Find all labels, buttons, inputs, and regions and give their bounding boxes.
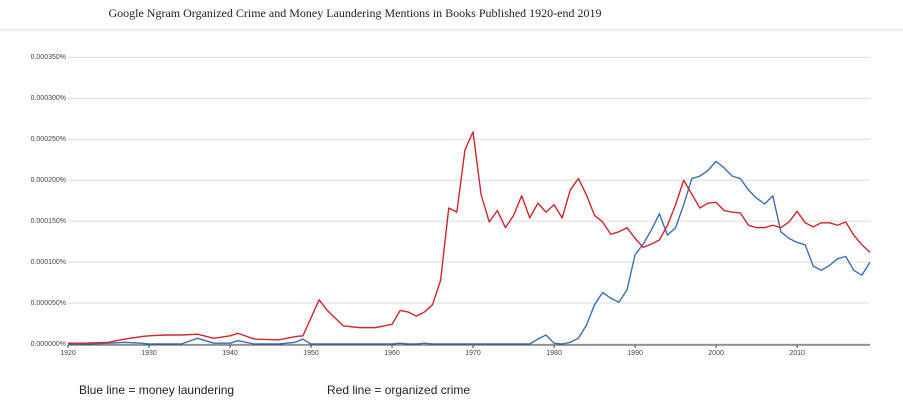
y-tick-label: 0.000200% [31, 177, 66, 184]
y-tick-label: 0.000250% [31, 136, 66, 143]
y-tick-label: 0.000050% [31, 300, 66, 307]
x-tick-label: 1950 [303, 350, 319, 357]
series-line [68, 131, 871, 344]
series-line [68, 160, 871, 345]
x-tick-label: 1970 [465, 350, 481, 357]
y-tick-label: 0.000150% [31, 218, 66, 225]
x-tick-label: 1980 [546, 350, 562, 357]
y-tick-label: 0.000300% [31, 95, 66, 102]
legend-label: Blue line = money laundering [79, 383, 234, 397]
y-tick-label: 0.000000% [31, 341, 66, 348]
x-tick-label: 1920 [60, 350, 76, 357]
y-tick-label: 0.000350% [31, 54, 66, 61]
x-tick-label: 2000 [708, 350, 724, 357]
x-tick-label: 1990 [627, 350, 643, 357]
y-tick-label: 0.000100% [31, 259, 66, 266]
x-tick-label: 1940 [222, 350, 238, 357]
legend-label: Red line = organized crime [327, 383, 470, 397]
x-tick-label: 2010 [789, 350, 805, 357]
x-tick-label: 1930 [141, 350, 157, 357]
x-tick-label: 1960 [384, 350, 400, 357]
chart-title: Google Ngram Organized Crime and Money L… [108, 6, 601, 20]
